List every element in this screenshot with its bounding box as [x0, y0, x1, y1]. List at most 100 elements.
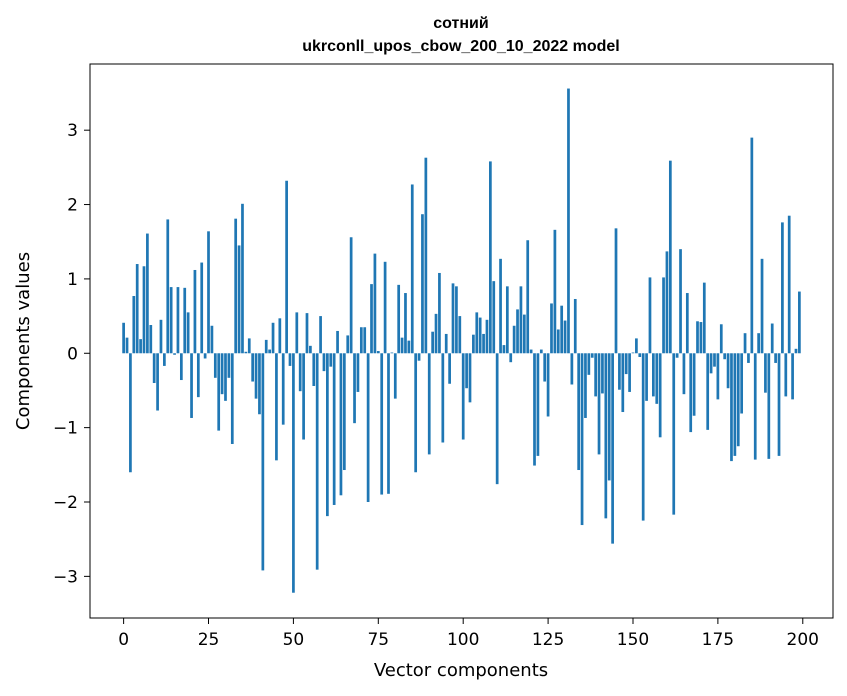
bar — [414, 353, 418, 473]
bar — [522, 314, 526, 354]
bar — [241, 203, 244, 354]
bar — [767, 353, 771, 459]
bar — [424, 157, 428, 354]
bar — [601, 353, 604, 394]
bar — [533, 353, 536, 466]
bar — [607, 353, 611, 481]
bar — [332, 353, 336, 505]
y-tick-label: 2 — [67, 196, 78, 216]
bar — [281, 353, 285, 425]
bar — [770, 323, 774, 354]
bar — [539, 349, 543, 354]
bar — [774, 353, 777, 363]
bar — [543, 353, 547, 382]
x-tick-label: 50 — [283, 630, 305, 650]
bar — [618, 353, 621, 390]
y-axis: −3 −2 −1 0 1 2 3 — [53, 121, 90, 587]
bar — [268, 349, 271, 354]
bar — [502, 345, 506, 354]
bar — [393, 353, 397, 399]
bar — [743, 333, 747, 354]
bar — [264, 339, 268, 354]
bar — [584, 353, 587, 418]
chart-title-line2: ukrconll_upos_cbow_200_10_2022 model — [302, 38, 619, 55]
bar — [312, 353, 316, 386]
bar — [342, 353, 346, 471]
bar — [546, 353, 550, 417]
bar — [298, 353, 302, 392]
bar — [624, 353, 628, 375]
bar — [621, 353, 625, 413]
bar — [760, 258, 764, 354]
bar — [230, 353, 234, 444]
bar — [489, 161, 492, 354]
bar — [631, 352, 635, 354]
chart-title-line1: сотний — [433, 15, 488, 32]
bar — [777, 353, 781, 456]
bar — [482, 333, 485, 354]
bar — [733, 353, 737, 456]
bar — [753, 353, 757, 460]
bar — [441, 353, 445, 443]
bar — [224, 353, 227, 401]
bar — [706, 353, 710, 430]
bar — [781, 222, 784, 354]
bar — [590, 353, 594, 358]
bar — [251, 353, 255, 382]
x-tick-label: 150 — [617, 630, 649, 650]
bar — [315, 353, 319, 570]
bar — [234, 218, 238, 354]
bar — [326, 353, 329, 517]
bar — [339, 353, 343, 496]
x-tick-label: 100 — [447, 630, 479, 650]
bar — [254, 353, 258, 399]
x-axis-label: Vector components — [374, 660, 548, 681]
bar — [638, 353, 642, 357]
bar — [719, 324, 723, 354]
x-tick-label: 75 — [367, 630, 389, 650]
bar — [577, 353, 581, 471]
x-tick-label: 125 — [532, 630, 564, 650]
bars-group — [122, 88, 801, 593]
bar — [271, 322, 275, 354]
bar — [461, 353, 465, 440]
bar — [736, 353, 740, 447]
bar — [261, 353, 265, 571]
bar — [258, 353, 261, 415]
bar — [207, 231, 210, 354]
bar — [353, 353, 356, 424]
y-tick-label: 3 — [67, 121, 78, 141]
bar — [794, 348, 798, 354]
bar — [213, 353, 217, 378]
bar — [614, 228, 618, 354]
bar — [400, 337, 404, 354]
y-tick-label: −2 — [53, 493, 78, 513]
bar — [438, 272, 441, 354]
bar — [682, 353, 686, 395]
bar — [387, 353, 390, 494]
bar — [648, 277, 652, 354]
bar — [193, 269, 197, 354]
bar — [784, 353, 788, 397]
bar — [292, 353, 295, 593]
bar — [573, 298, 577, 354]
bar — [407, 340, 411, 354]
bar — [635, 338, 638, 354]
bar — [203, 353, 207, 359]
bar — [787, 215, 791, 354]
bar — [716, 353, 720, 400]
bar — [713, 353, 716, 367]
bar — [373, 253, 377, 354]
bar — [125, 337, 129, 354]
bar — [597, 353, 601, 455]
bar — [132, 296, 136, 354]
x-tick-label: 0 — [118, 630, 129, 650]
bar — [465, 353, 468, 389]
bar — [509, 353, 513, 363]
y-axis-label: Components values — [13, 252, 34, 430]
bar — [536, 353, 540, 456]
bar — [366, 353, 370, 502]
bar — [295, 312, 299, 354]
bar — [190, 353, 193, 418]
